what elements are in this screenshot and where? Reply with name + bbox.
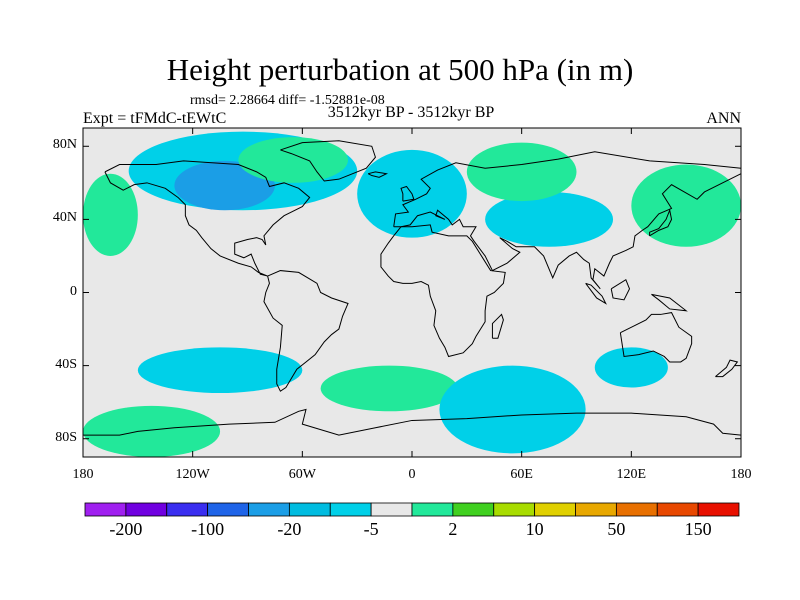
colorbar-label: 150 xyxy=(684,519,712,539)
lon-label: 180 xyxy=(730,467,752,482)
colorbar-box xyxy=(248,502,290,517)
coastline-8 xyxy=(715,359,739,378)
coastline-3 xyxy=(393,151,741,227)
contour-region-11 xyxy=(594,347,668,388)
coastline-7 xyxy=(619,312,693,363)
coastline-13 xyxy=(610,278,631,301)
coastline-9 xyxy=(400,185,415,202)
period-text: 3512kyr BP - 3512kyr BP xyxy=(327,104,495,121)
map-plot-area xyxy=(83,128,741,457)
chart-title: Height perturbation at 500 hPa (in m) xyxy=(166,52,634,87)
contour-region-12 xyxy=(83,405,221,457)
contour-region-5 xyxy=(466,142,577,202)
colorbar-box xyxy=(452,502,495,517)
colorbar-box xyxy=(656,502,699,517)
latitude-ticks xyxy=(83,145,741,440)
lat-label: 80N xyxy=(52,137,77,153)
colorbar-label: 2 xyxy=(448,519,458,539)
lon-label: 60W xyxy=(288,467,316,482)
coastline-12 xyxy=(367,171,389,178)
colorbar-label: 10 xyxy=(525,519,544,539)
colorbar-box xyxy=(84,502,127,517)
colorbar-label: -20 xyxy=(277,519,302,539)
colorbar-box xyxy=(125,502,168,517)
coastline-14 xyxy=(585,282,607,305)
coastline-5 xyxy=(380,224,506,358)
lon-label: 60E xyxy=(510,467,533,482)
lat-label: 80S xyxy=(55,429,77,445)
contour-region-2 xyxy=(238,137,349,183)
colorbar-box xyxy=(329,502,372,517)
contour-fields xyxy=(83,131,741,457)
coastline-11 xyxy=(83,408,741,436)
colorbar-box xyxy=(534,502,576,517)
colorbar-box xyxy=(370,502,413,517)
colorbar-box xyxy=(575,502,617,517)
coastline-4 xyxy=(393,173,741,290)
colorbar-box xyxy=(166,502,209,517)
contour-region-9 xyxy=(320,365,458,412)
experiment-label: Expt = tFMdC-tEWtC xyxy=(83,110,227,127)
coastline-15 xyxy=(651,293,688,312)
colorbar-box xyxy=(207,502,249,517)
lon-label: 0 xyxy=(408,467,416,482)
coastline-6 xyxy=(491,313,504,339)
lon-label: 120E xyxy=(616,467,647,482)
lat-label: 40N xyxy=(52,210,77,226)
colorbar-box xyxy=(697,502,740,517)
contour-region-10 xyxy=(439,365,586,454)
colorbar-label: -200 xyxy=(109,519,143,539)
colorbar-box xyxy=(493,502,536,517)
coastline-1 xyxy=(280,140,377,182)
colorbar-label: -100 xyxy=(191,519,225,539)
lat-label: 0 xyxy=(70,283,77,299)
lon-label: 120W xyxy=(175,467,210,482)
stats-text: rmsd= 2.28664 diff= -1.52881e-08 xyxy=(190,93,385,108)
colorbar-box xyxy=(615,502,658,517)
lon-label: 180 xyxy=(72,467,94,482)
colorbar-box xyxy=(411,502,454,517)
coastline-10 xyxy=(649,208,673,237)
coastline-2 xyxy=(263,270,349,392)
coastlines xyxy=(83,140,741,436)
contour-region-4 xyxy=(485,191,614,247)
lat-label: 40S xyxy=(55,356,77,372)
colorbar-label: 50 xyxy=(607,519,626,539)
longitude-ticks xyxy=(82,128,742,457)
coastline-0 xyxy=(104,160,311,277)
colorbar xyxy=(84,502,740,517)
colorbar-box xyxy=(288,502,331,517)
contour-region-6 xyxy=(83,173,138,256)
contour-region-7 xyxy=(631,164,741,247)
colorbar-label: -5 xyxy=(363,519,379,539)
season-label: ANN xyxy=(706,110,741,127)
contour-region-8 xyxy=(137,347,303,394)
